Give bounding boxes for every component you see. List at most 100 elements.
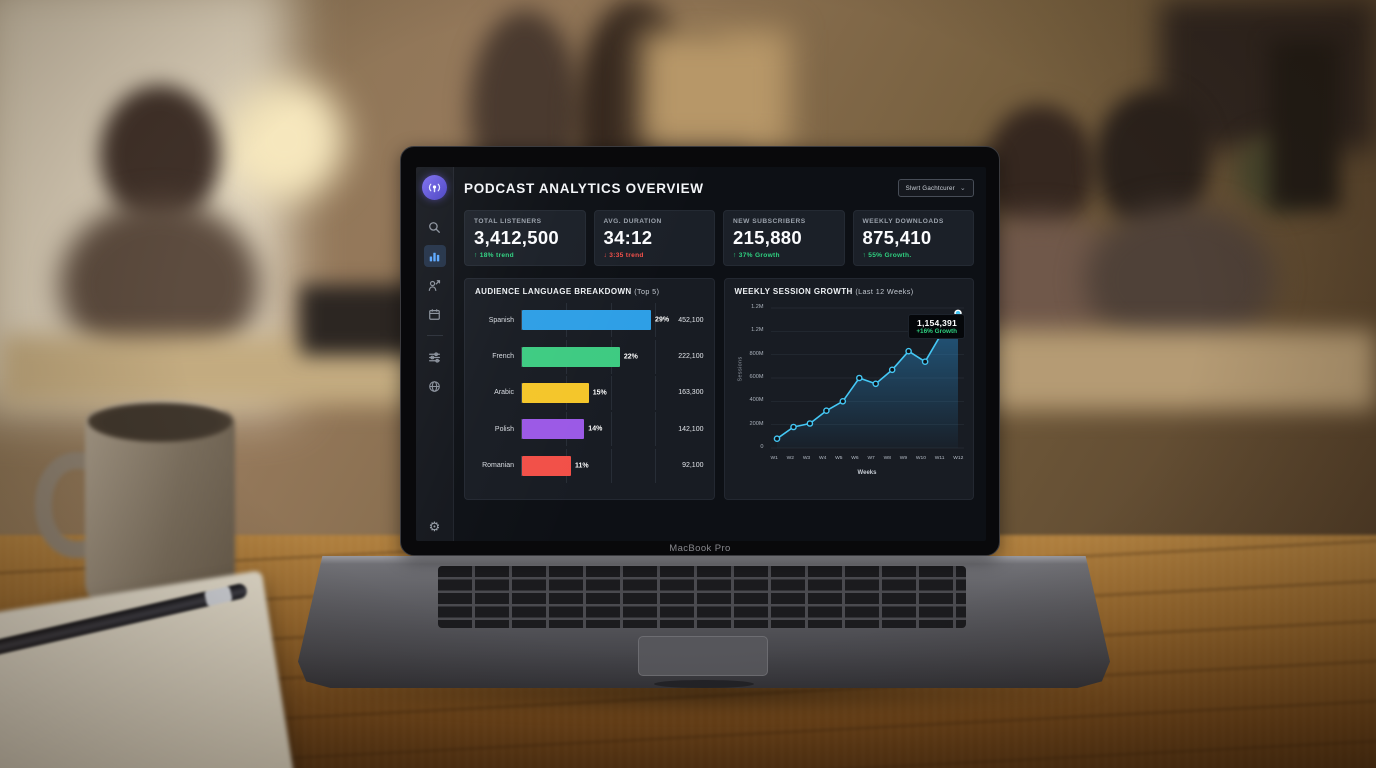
y-axis-tick: 400M [749,397,764,404]
x-axis-tick: W12 [953,456,964,461]
x-axis-tick: W3 [802,456,811,461]
x-axis-tick: W5 [835,456,843,461]
main-content: PODCAST ANALYTICS OVERVIEW Slwrt Gachtcu… [454,167,986,541]
language-breakdown-panel: AUDIENCE LANGUAGE BREAKDOWN (Top 5) Span… [464,278,715,500]
x-axis-title: Weeks [857,470,877,476]
y-axis-tick: 600M [749,374,764,380]
chevron-down-icon: ⌄ [959,185,966,192]
bar-track: 29% [521,303,669,338]
bar-percent-label: 15% [592,389,607,397]
kpi-label: WEEKLY DOWNLOADS [862,218,944,225]
trend-down-icon: ↓ [603,252,608,259]
x-axis-tick: W1 [770,456,778,461]
x-axis-tick: W4 [818,456,827,461]
kpi-value: 3,412,500 [474,227,560,248]
floor-lamp [1270,40,1340,210]
callout-growth: +16% Growth [916,328,957,335]
kpi-label: TOTAL LISTENERS [474,218,542,225]
bar-track: 22% [521,339,657,374]
desk-lamp [225,80,345,200]
kpi-value: 34:12 [603,227,653,248]
podcast-logo-icon [422,175,447,200]
sliders-icon[interactable] [424,346,446,368]
kpi-row: TOTAL LISTENERS 3,412,500 ↑ 18% trend AVG. … [464,210,974,266]
bar-chart-icon[interactable] [423,245,446,267]
y-axis-tick: 1.2M [751,304,764,310]
trend-up-icon: ↑ [733,252,737,259]
kpi-card: AVG. DURATION 34:12 ↓ 3:35 trend [593,210,715,266]
kpi-trend: ↑ 37% Growth [733,252,780,259]
x-axis-tick: W11 [934,456,945,461]
bar-category-label: Polish [494,425,514,433]
bezel-label: MacBook Pro [669,543,731,554]
keyboard [438,566,966,628]
bar-percent-label: 14% [588,425,603,433]
corkboard [640,30,790,150]
x-axis-tick: W6 [851,456,859,461]
bar: 22% [522,346,638,367]
selector-label: Slwrt Gachtcurer [905,184,955,192]
bar-track: 11% [521,448,657,483]
sidebar-divider [426,335,443,336]
laptop-base [298,556,1110,688]
mug-body [85,410,235,610]
session-growth-panel: WEEKLY SESSION GROWTH (Last 12 Weeks) Se… [723,278,974,500]
mug-opening [88,400,232,442]
trackpad [638,636,768,676]
right-table [930,330,1376,410]
laptop-screen: ⚙ PODCAST ANALYTICS OVERVIEW Slwrt Gacht… [400,146,1000,556]
x-axis-tick: W10 [915,456,926,461]
y-axis-tick: 800M [749,350,764,357]
language-bar-row: Arabic 15% 163,300 [475,375,704,410]
panel-title: WEEKLY SESSION GROWTH (Last 12 Weeks) [734,287,914,296]
callout-value: 1,154,391 [916,318,957,328]
trend-up-icon: ↑ [474,252,478,259]
gear-icon[interactable]: ⚙ [428,519,441,534]
kpi-label: NEW SUBSCRIBERS [733,218,806,225]
bar-track: 14% [521,412,657,447]
language-bar-row: Romanian 11% 92,100 [475,448,704,483]
kpi-label: AVG. DURATION [603,218,662,225]
x-axis-tick: W8 [883,456,891,461]
sidebar: ⚙ [416,167,454,541]
peak-value-callout: 1,154,391 +16% Growth [908,314,965,339]
dashboard-app: ⚙ PODCAST ANALYTICS OVERVIEW Slwrt Gacht… [416,167,986,541]
x-axis-tick: W2 [786,456,794,461]
kpi-card: NEW SUBSCRIBERS 215,880 ↑ 37% Growth [723,210,845,266]
x-axis-tick: W9 [899,456,908,461]
bar-percent-label: 11% [574,462,589,470]
search-icon[interactable] [424,216,446,238]
x-axis-tick: W7 [867,456,875,461]
bar-count-value: 222,100 [678,353,704,361]
page-title: PODCAST ANALYTICS OVERVIEW [464,180,704,196]
calendar-icon[interactable] [424,303,446,325]
audience-icon[interactable] [424,274,446,296]
session-line-chart: Sessions 1.2M 1.2M 800M 600M 400M 200M 0 W1 W2 W3 W… [735,302,965,492]
charts-row: AUDIENCE LANGUAGE BREAKDOWN (Top 5) Span… [464,278,974,500]
bar: 14% [522,419,602,440]
bar: 11% [522,455,589,476]
show-selector-dropdown[interactable]: Slwrt Gachtcurer ⌄ [897,179,974,197]
bar-percent-label: 29% [655,316,670,324]
bar-track: 15% [521,375,657,410]
y-axis-tick: 0 [760,444,764,450]
person-right-1 [985,105,1095,235]
trend-up-icon: ↑ [862,252,867,259]
language-bar-chart: Spanish 29% 452,100 French 22% 222,100 Arabic 1… [475,302,704,484]
sidebar-nav [423,216,446,397]
bar-category-label: French [492,353,514,361]
header-bar: PODCAST ANALYTICS OVERVIEW Slwrt Gachtcu… [464,179,974,197]
globe-icon[interactable] [424,375,446,397]
bar-percent-label: 22% [623,353,638,361]
language-bar-row: Spanish 29% 452,100 [475,303,704,338]
bar-category-label: Romanian [482,462,514,470]
kpi-trend: ↓ 3:35 trend [603,252,644,259]
x-axis-ticks: W1 W2 W3 W4 W5 W6 W7 W8 W9 W10 W11 W12 [771,456,964,461]
kpi-card: WEEKLY DOWNLOADS 875,410 ↑ 55% Growth. [852,210,974,266]
kpi-value: 875,410 [862,227,932,248]
y-axis-tick: 1.2M [751,327,764,334]
kpi-trend: ↑ 55% Growth. [862,252,912,259]
bar-count-value: 452,100 [678,316,704,324]
language-bar-row: French 22% 222,100 [475,339,704,374]
